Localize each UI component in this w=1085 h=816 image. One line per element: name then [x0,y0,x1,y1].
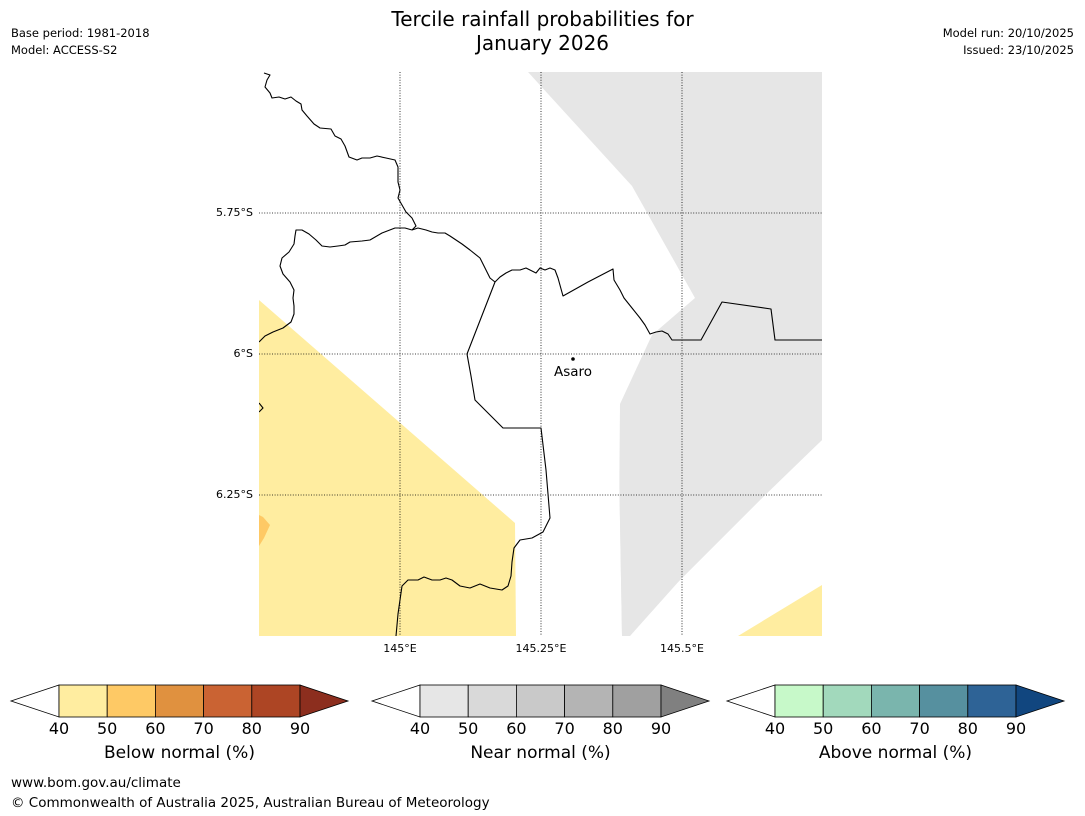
colorbar-below-tick-label: 40 [48,719,70,738]
near-normal-region-mid [618,300,822,636]
colorbar-above-tick-label: 90 [1005,719,1027,738]
base-period-text: Base period: 1981-2018 [11,26,150,40]
issued-text: Issued: 23/10/2025 [963,43,1074,57]
colorbar-above [725,684,1066,718]
footer-copyright: © Commonwealth of Australia 2025, Austra… [11,795,490,811]
colorbar-above-tick-label: 60 [861,719,882,738]
boundary-inner [395,281,551,636]
footer-url: www.bom.gov.au/climate [11,775,181,791]
colorbar-near-title: Near normal (%) [470,743,611,763]
colorbar-below-cell [154,684,204,718]
colorbar-below-tick-label: 60 [145,719,166,738]
colorbar-near-tick-label: 90 [650,719,672,738]
header-meta-left: Base period: 1981-2018 Model: ACCESS-S2 [11,25,150,59]
boundary-west-stub [259,402,264,413]
colorbar-above-cell [822,684,872,718]
colorbar-near [370,684,711,718]
colorbar-below-title: Below normal (%) [104,743,255,763]
colorbar-above-cell [871,684,921,718]
boundary-central [259,227,413,343]
colorbar-near-tick-label: 60 [506,719,527,738]
colorbar-near-tick-label: 70 [554,719,575,738]
colorbar-near-cell [467,684,517,718]
model-run-text: Model run: 20/10/2025 [942,26,1074,40]
boundary-east [411,227,822,341]
colorbar-above-extend-low [725,684,776,718]
colorbar-near-cell [564,684,614,718]
lon-label-145: 145°E [383,642,417,655]
lon-label-145-25: 145.25°E [515,642,567,655]
colorbar-above-cell [967,684,1017,718]
lat-label-6: 6°S [233,347,253,360]
colorbar-above-tick-label: 40 [764,719,786,738]
near-normal-region-top-fill [528,72,822,340]
colorbar-above-tick-label: 50 [813,719,834,738]
below-normal-region-east [738,585,822,636]
map-panel [259,72,822,636]
colorbar-above-cell [774,684,824,718]
colorbar-below-tick-label: 70 [193,719,214,738]
map-title: Tercile rainfall probabilities for Janua… [0,7,1085,55]
boundary-north [263,72,417,231]
below-normal-region-small [259,515,270,546]
asaro-marker [571,357,575,361]
colorbar-above-title: Above normal (%) [818,743,973,763]
colorbar-near-tick-label: 50 [458,719,479,738]
title-line-2: January 2026 [475,31,610,55]
below-normal-region-west [259,300,516,636]
colorbar-near-extend-high [660,684,711,718]
graticule [259,72,822,636]
colorbar-above-tick-label: 70 [909,719,930,738]
colorbar-below-tick-label: 50 [97,719,118,738]
colorbar-below-extend-high [299,684,350,718]
colorbar-near-cell [419,684,469,718]
colorbar-above-cell [919,684,969,718]
province-boundaries [259,72,822,636]
lat-label-5-75: 5.75°S [216,206,253,219]
colorbar-near-tick-label: 40 [409,719,431,738]
colorbar-above-extend-high [1015,684,1066,718]
colorbar-below-cell [106,684,156,718]
colorbar-near-extend-low [370,684,421,718]
colorbar-near-cell [612,684,662,718]
lat-label-6-25: 6.25°S [216,488,253,501]
lon-label-145-5: 145.5°E [660,642,704,655]
colorbar-below [9,684,350,718]
colorbar-near-cell [516,684,566,718]
title-line-1: Tercile rainfall probabilities for [391,7,694,31]
model-text: Model: ACCESS-S2 [11,43,118,57]
colorbars [9,684,1066,718]
colorbar-below-tick-label: 80 [241,719,262,738]
colorbar-below-cell [58,684,108,718]
colorbar-below-cell [203,684,253,718]
colorbar-below-cell [251,684,301,718]
header-meta-right: Model run: 20/10/2025 Issued: 23/10/2025 [943,25,1074,59]
colorbar-above-tick-label: 80 [957,719,978,738]
asaro-label: Asaro [554,364,593,380]
colorbar-below-extend-low [9,684,60,718]
colorbar-near-tick-label: 80 [602,719,623,738]
colorbar-below-tick-label: 90 [289,719,311,738]
